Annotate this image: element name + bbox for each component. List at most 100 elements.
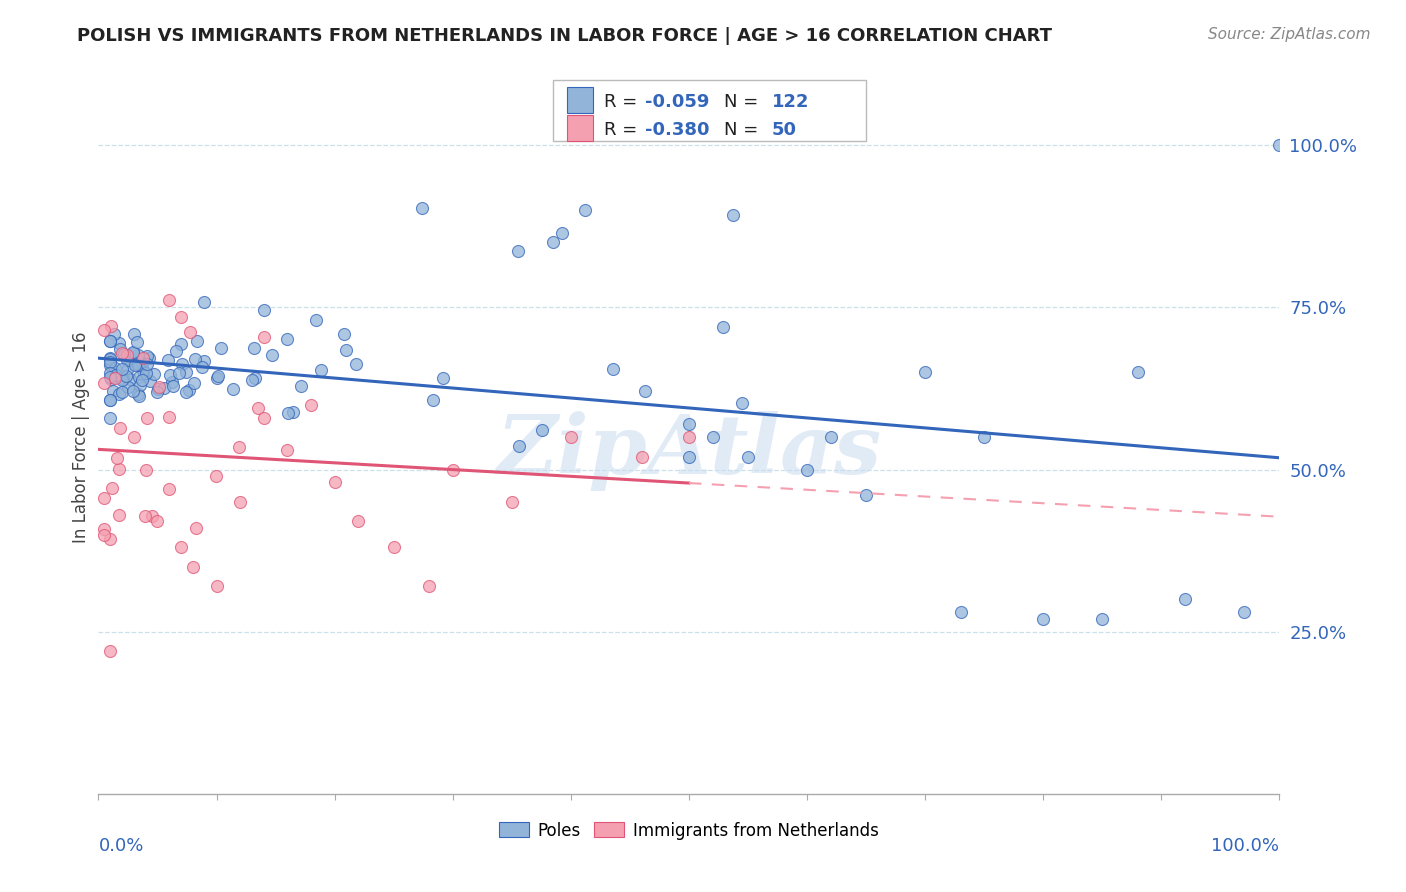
Point bbox=[114, 368, 136, 383]
Point bbox=[135, 349, 157, 363]
Point bbox=[162, 379, 184, 393]
Point bbox=[107, 335, 129, 350]
Point bbox=[209, 342, 232, 356]
Point bbox=[159, 409, 181, 424]
Point bbox=[1174, 592, 1197, 607]
Text: -0.059: -0.059 bbox=[645, 93, 710, 111]
Point bbox=[132, 351, 155, 366]
Point bbox=[186, 521, 208, 535]
Point bbox=[228, 440, 250, 454]
Point bbox=[1091, 612, 1114, 626]
Point bbox=[678, 450, 700, 464]
Point bbox=[122, 430, 145, 444]
Point bbox=[176, 385, 198, 400]
Point bbox=[107, 508, 129, 522]
Point bbox=[152, 381, 174, 395]
Point bbox=[98, 359, 121, 373]
Point bbox=[125, 355, 148, 369]
Point bbox=[98, 334, 121, 348]
Point bbox=[141, 508, 163, 523]
Point bbox=[139, 374, 162, 388]
Point bbox=[207, 369, 229, 384]
Point bbox=[111, 373, 134, 387]
Point bbox=[122, 327, 145, 342]
Point bbox=[299, 398, 322, 412]
FancyBboxPatch shape bbox=[553, 80, 866, 141]
Point bbox=[1233, 605, 1256, 619]
Point bbox=[112, 347, 135, 361]
Point bbox=[1126, 365, 1149, 379]
Point bbox=[129, 377, 152, 392]
Point bbox=[169, 310, 191, 325]
Point bbox=[335, 343, 357, 357]
Point bbox=[165, 343, 187, 358]
Text: 50: 50 bbox=[772, 120, 797, 138]
Point bbox=[124, 358, 146, 372]
Point bbox=[98, 410, 121, 425]
Point bbox=[115, 348, 138, 362]
Point bbox=[181, 559, 204, 574]
Point bbox=[411, 201, 433, 215]
Point bbox=[118, 353, 141, 368]
Point bbox=[93, 323, 115, 337]
Point bbox=[205, 579, 228, 593]
Point bbox=[100, 318, 122, 333]
Point bbox=[229, 495, 252, 509]
Point bbox=[132, 364, 155, 378]
Text: 122: 122 bbox=[772, 93, 808, 111]
Point bbox=[243, 371, 266, 385]
Point bbox=[276, 443, 298, 458]
Text: N =: N = bbox=[724, 93, 765, 111]
Point bbox=[105, 451, 128, 466]
Point bbox=[108, 386, 131, 401]
Point bbox=[132, 368, 155, 383]
Text: 100.0%: 100.0% bbox=[1212, 837, 1279, 855]
Point bbox=[93, 376, 115, 391]
Point bbox=[634, 384, 657, 399]
Point bbox=[98, 351, 121, 366]
Point bbox=[98, 532, 121, 546]
Point bbox=[135, 410, 157, 425]
Point bbox=[146, 382, 169, 396]
Point bbox=[170, 357, 193, 371]
Point bbox=[441, 462, 464, 476]
Point bbox=[422, 393, 444, 408]
Point bbox=[333, 327, 356, 342]
Point bbox=[721, 208, 744, 222]
Point bbox=[98, 370, 121, 384]
Point bbox=[134, 508, 156, 523]
Legend: Poles, Immigrants from Netherlands: Poles, Immigrants from Netherlands bbox=[492, 815, 886, 847]
Point bbox=[183, 376, 205, 390]
Point bbox=[973, 430, 995, 444]
Point bbox=[305, 312, 328, 326]
Point bbox=[104, 360, 127, 375]
Point bbox=[1032, 612, 1054, 626]
Point bbox=[914, 365, 936, 379]
Point bbox=[111, 384, 134, 399]
Point bbox=[98, 393, 121, 408]
Point bbox=[162, 376, 184, 390]
Point bbox=[103, 327, 125, 342]
Point bbox=[309, 363, 332, 377]
Point bbox=[205, 371, 228, 385]
Point bbox=[737, 450, 759, 464]
Point bbox=[574, 202, 596, 217]
Point bbox=[117, 380, 139, 394]
Point bbox=[290, 379, 312, 393]
Point bbox=[246, 401, 269, 416]
Point bbox=[131, 374, 153, 388]
Point bbox=[678, 430, 700, 444]
Point bbox=[796, 462, 818, 476]
Text: -0.380: -0.380 bbox=[645, 120, 710, 138]
Point bbox=[506, 244, 529, 258]
Text: R =: R = bbox=[605, 93, 643, 111]
Point bbox=[508, 439, 530, 453]
Point bbox=[108, 462, 131, 476]
Point bbox=[344, 357, 367, 371]
Point bbox=[98, 393, 121, 408]
Point bbox=[174, 365, 197, 379]
Point bbox=[110, 342, 132, 356]
Point bbox=[145, 384, 167, 399]
Point bbox=[170, 541, 193, 555]
Point bbox=[135, 357, 157, 371]
